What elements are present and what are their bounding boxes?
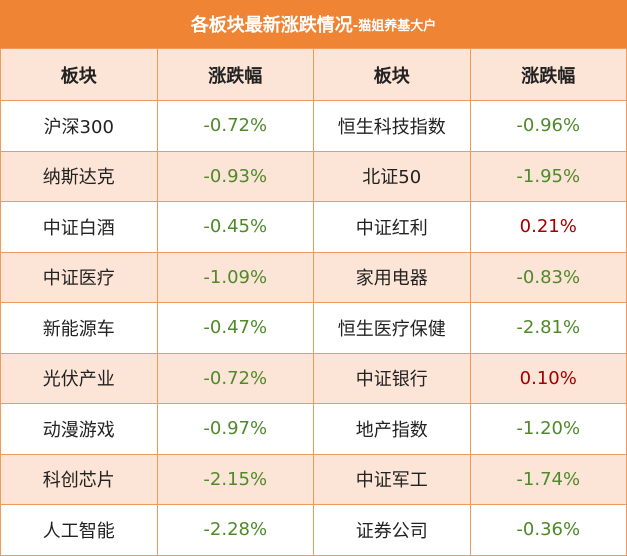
sector-cell: 中证军工 <box>313 453 471 505</box>
change-cell: -1.74% <box>469 453 627 505</box>
change-cell: 0.10% <box>469 352 627 404</box>
table-row: 沪深300 -0.72% 恒生科技指数 -0.96% <box>0 100 627 152</box>
change-cell: 0.21% <box>469 201 627 253</box>
table-row: 中证医疗 -1.09% 家用电器 -0.83% <box>0 251 627 303</box>
sector-cell: 地产指数 <box>313 403 471 455</box>
table-row: 新能源车 -0.47% 恒生医疗保健 -2.81% <box>0 302 627 354</box>
change-cell: -0.97% <box>156 403 314 455</box>
sector-cell: 中证白酒 <box>0 201 158 253</box>
change-cell: -0.45% <box>156 201 314 253</box>
sector-cell: 北证50 <box>313 150 471 202</box>
sector-cell: 科创芯片 <box>0 453 158 505</box>
table-row: 纳斯达克 -0.93% 北证50 -1.95% <box>0 150 627 202</box>
table-row: 中证白酒 -0.45% 中证红利 0.21% <box>0 201 627 253</box>
change-cell: -0.96% <box>469 100 627 152</box>
table-body: 沪深300 -0.72% 恒生科技指数 -0.96% 纳斯达克 -0.93% 北证50 -1.… <box>0 100 627 556</box>
change-cell: -2.15% <box>156 453 314 505</box>
sector-cell: 新能源车 <box>0 302 158 354</box>
sector-cell: 纳斯达克 <box>0 150 158 202</box>
title-bar: 各板块最新涨跌情况 -猫姐养基大户 <box>0 0 627 48</box>
change-cell: -0.47% <box>156 302 314 354</box>
table-row: 光伏产业 -0.72% 中证银行 0.10% <box>0 352 627 404</box>
change-cell: -1.09% <box>156 251 314 303</box>
sector-cell: 家用电器 <box>313 251 471 303</box>
sector-cell: 中证银行 <box>313 352 471 404</box>
change-cell: -1.20% <box>469 403 627 455</box>
sector-cell: 沪深300 <box>0 100 158 152</box>
table-row: 科创芯片 -2.15% 中证军工 -1.74% <box>0 453 627 505</box>
change-cell: -1.95% <box>469 150 627 202</box>
change-cell: -2.81% <box>469 302 627 354</box>
sector-cell: 恒生医疗保健 <box>313 302 471 354</box>
sector-cell: 中证医疗 <box>0 251 158 303</box>
title-suffix: -猫姐养基大户 <box>352 18 437 34</box>
change-cell: -0.72% <box>156 100 314 152</box>
header-row: 板块 涨跌幅 板块 涨跌幅 <box>0 48 627 101</box>
column-header: 涨跌幅 <box>156 48 314 101</box>
sector-cell: 人工智能 <box>0 504 158 556</box>
column-header: 板块 <box>313 48 471 101</box>
change-cell: -0.93% <box>156 150 314 202</box>
table-row: 人工智能 -2.28% 证券公司 -0.36% <box>0 504 627 556</box>
title: 各板块最新涨跌情况 <box>190 15 353 36</box>
column-header: 涨跌幅 <box>469 48 627 101</box>
sector-cell: 光伏产业 <box>0 352 158 404</box>
change-cell: -0.72% <box>156 352 314 404</box>
change-cell: -2.28% <box>156 504 314 556</box>
sector-cell: 证券公司 <box>313 504 471 556</box>
table-row: 动漫游戏 -0.97% 地产指数 -1.20% <box>0 403 627 455</box>
sector-cell: 恒生科技指数 <box>313 100 471 152</box>
sector-cell: 中证红利 <box>313 201 471 253</box>
sector-cell: 动漫游戏 <box>0 403 158 455</box>
change-cell: -0.83% <box>469 251 627 303</box>
change-cell: -0.36% <box>469 504 627 556</box>
column-header: 板块 <box>0 48 158 101</box>
table: 板块 涨跌幅 板块 涨跌幅 沪深300 -0.72% 恒生科技指数 -0.96% 纳斯达克 -0… <box>0 48 627 556</box>
